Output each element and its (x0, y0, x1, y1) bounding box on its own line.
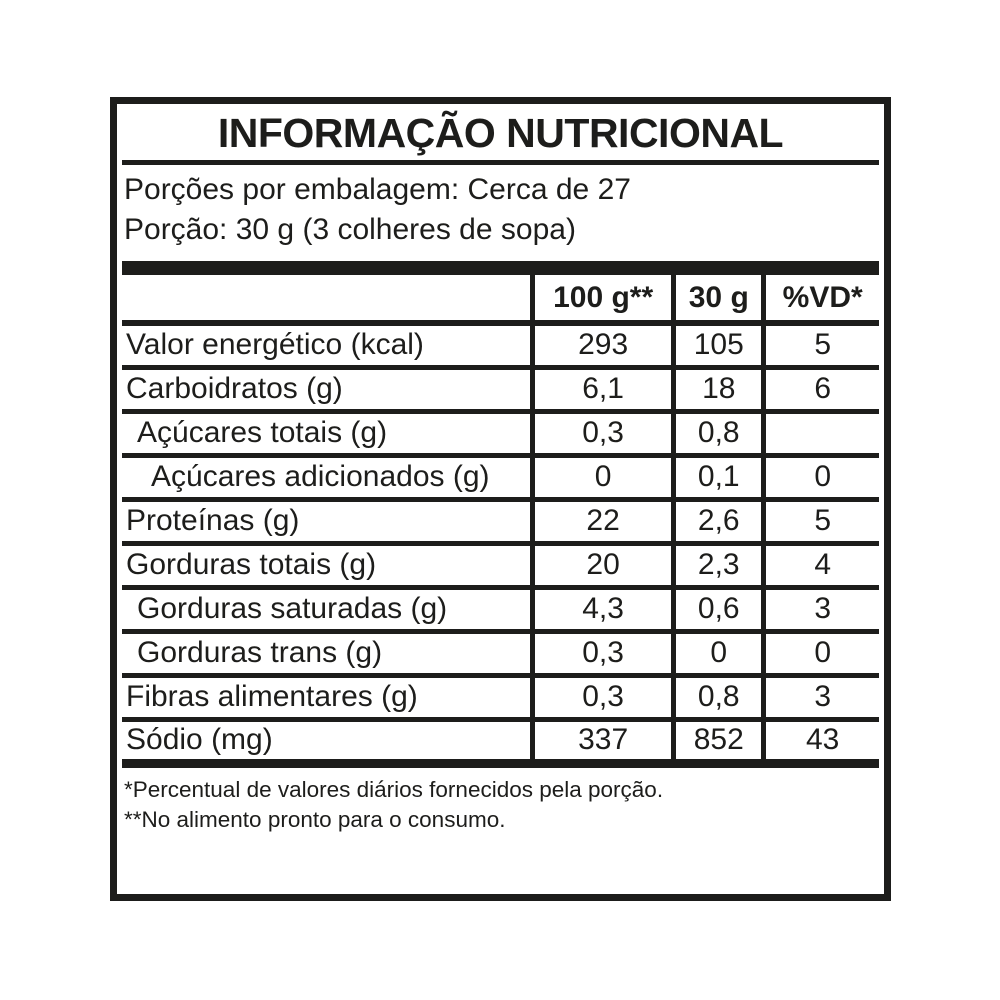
footnote-ready-to-consume: **No alimento pronto para o consumo. (124, 806, 506, 832)
footnote-percent-daily-values: *Percentual de valores diários fornecido… (124, 776, 664, 802)
nutrient-value-100g: 0,3 (530, 411, 674, 456)
nutrient-row: Gorduras trans (g) 0,3 0 0 (122, 631, 879, 676)
nutrient-name: Valor energético (kcal) (126, 328, 424, 362)
nutrient-value-100g: 6,1 (530, 367, 674, 412)
header-col-pct-vd: %VD* (761, 275, 879, 324)
nutrient-row: Gorduras saturadas (g) 4,3 0,6 3 (122, 587, 879, 632)
nutrient-value-30g: 0,8 (671, 411, 764, 456)
servings-per-package-line: Porções por embalagem: Cerca de 27 (124, 173, 631, 207)
nutrient-value-30g: 105 (671, 323, 764, 368)
nutrient-value-100g: 22 (530, 499, 674, 544)
nutrient-row: Fibras alimentares (g) 0,3 0,8 3 (122, 675, 879, 720)
nutrient-row: Valor energético (kcal) 293 105 5 (122, 323, 879, 368)
nutrient-value-100g: 0 (530, 455, 674, 500)
header-col-30g: 30 g (671, 275, 764, 324)
nutrient-value-30g: 18 (671, 367, 764, 412)
nutrient-value-30g: 852 (671, 719, 764, 764)
portion-size-line: Porção: 30 g (3 colheres de sopa) (124, 213, 576, 247)
nutrient-row: Açúcares totais (g) 0,3 0,8 (122, 411, 879, 456)
nutrient-value-100g: 4,3 (530, 587, 674, 632)
nutrient-row: Sódio (mg) 337 852 43 (122, 719, 879, 764)
nutrient-value-pct-vd: 6 (761, 367, 879, 412)
nutrient-name: Gorduras saturadas (g) (137, 592, 448, 626)
nutrient-name: Açúcares adicionados (g) (151, 460, 490, 494)
nutrient-value-30g: 0,8 (671, 675, 764, 720)
nutrient-value-100g: 0,3 (530, 675, 674, 720)
table-header-row: 100 g** 30 g %VD* (122, 275, 879, 324)
nutrient-value-pct-vd (761, 411, 879, 456)
nutrient-name: Proteínas (g) (126, 504, 300, 538)
nutrient-value-30g: 2,3 (671, 543, 764, 588)
nutrient-row: Açúcares adicionados (g) 0 0,1 0 (122, 455, 879, 500)
nutrient-value-pct-vd: 3 (761, 675, 879, 720)
nutrient-name: Carboidratos (g) (126, 372, 343, 406)
table-top-bar (122, 261, 879, 276)
nutrient-row: Carboidratos (g) 6,1 18 6 (122, 367, 879, 412)
nutrient-value-pct-vd: 5 (761, 323, 879, 368)
nutrient-name: Fibras alimentares (g) (126, 680, 418, 714)
nutrient-value-30g: 0 (671, 631, 764, 676)
nutrient-value-pct-vd: 0 (761, 631, 879, 676)
nutrient-name: Gorduras trans (g) (137, 636, 383, 670)
nutrient-value-100g: 20 (530, 543, 674, 588)
nutrient-value-100g: 0,3 (530, 631, 674, 676)
nutrient-value-pct-vd: 5 (761, 499, 879, 544)
nutrient-row: Proteínas (g) 22 2,6 5 (122, 499, 879, 544)
header-col-100g: 100 g** (530, 275, 674, 324)
nutrient-value-30g: 2,6 (671, 499, 764, 544)
title-divider (122, 160, 879, 166)
nutrient-value-100g: 337 (530, 719, 674, 764)
nutrient-value-30g: 0,6 (671, 587, 764, 632)
nutrient-row: Gorduras totais (g) 20 2,3 4 (122, 543, 879, 588)
header-empty-cell (122, 275, 533, 323)
nutrient-value-100g: 293 (530, 323, 674, 368)
nutrient-name: Gorduras totais (g) (126, 548, 377, 582)
nutrition-table: 100 g** 30 g %VD* Valor energético (kcal… (122, 275, 879, 768)
nutrient-value-30g: 0,1 (671, 455, 764, 500)
panel-title: INFORMAÇÃO NUTRICIONAL (217, 110, 784, 156)
nutrient-value-pct-vd: 43 (761, 719, 879, 764)
nutrient-name: Açúcares totais (g) (137, 416, 388, 450)
nutrient-value-pct-vd: 4 (761, 543, 879, 588)
nutrient-name: Sódio (mg) (126, 723, 273, 757)
nutrient-value-pct-vd: 0 (761, 455, 879, 500)
nutrient-value-pct-vd: 3 (761, 587, 879, 632)
nutrition-facts-panel: INFORMAÇÃO NUTRICIONAL Porções por embal… (110, 97, 891, 901)
